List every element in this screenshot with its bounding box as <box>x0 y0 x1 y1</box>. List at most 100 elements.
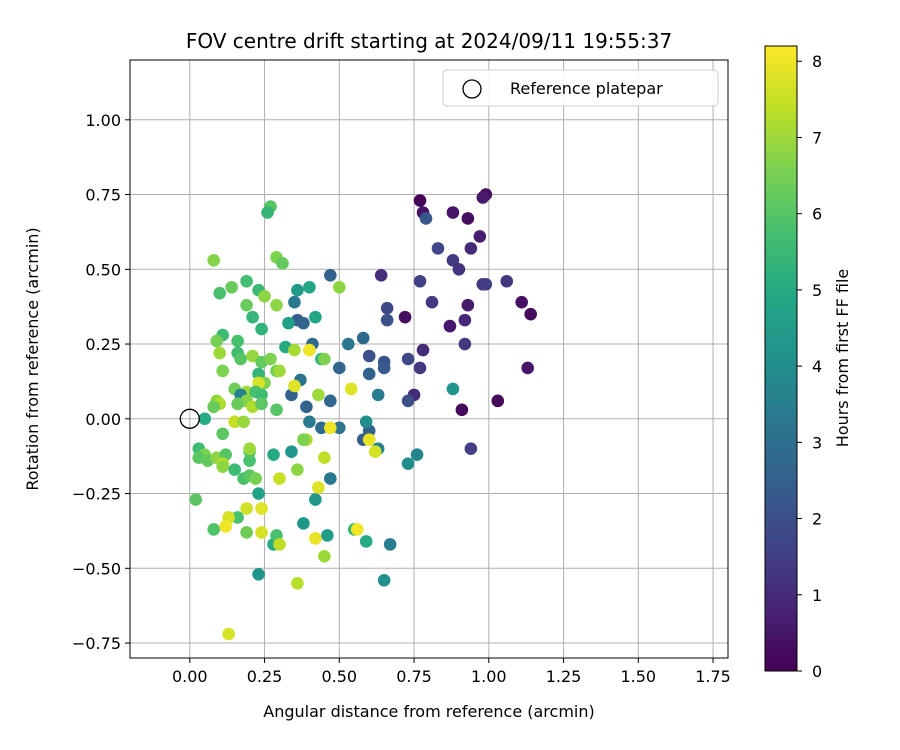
colorbar-tick-label: 3 <box>812 433 822 452</box>
data-point <box>524 307 537 321</box>
data-point <box>273 472 286 485</box>
x-tick-label: 0.00 <box>172 667 208 686</box>
data-point <box>240 274 253 288</box>
data-point <box>234 352 247 366</box>
data-point <box>350 523 364 536</box>
data-point <box>356 331 370 345</box>
data-point <box>443 319 457 333</box>
x-tick-label: 1.75 <box>695 667 731 686</box>
data-point <box>252 367 265 381</box>
colorbar-ticks: 0 1 2 3 4 5 6 7 8 <box>797 52 822 681</box>
data-point <box>318 352 331 366</box>
data-point <box>324 472 337 485</box>
data-point <box>255 502 268 515</box>
data-point <box>246 349 259 363</box>
data-point <box>315 421 328 435</box>
y-tick-label: −0.25 <box>72 485 121 504</box>
data-point <box>464 242 478 255</box>
data-point <box>303 415 316 429</box>
data-point <box>276 257 289 270</box>
data-point <box>291 283 304 297</box>
data-point <box>383 538 397 551</box>
x-axis-ticks: 0.00 0.25 0.50 0.75 1.00 1.25 1.50 1.75 <box>172 658 731 686</box>
data-point <box>246 310 259 324</box>
data-point <box>401 394 415 408</box>
data-point <box>216 460 229 473</box>
data-point <box>303 280 316 294</box>
data-point <box>312 481 325 494</box>
data-point <box>225 280 238 294</box>
data-point <box>413 274 427 288</box>
data-point <box>416 343 430 357</box>
colorbar-tick-label: 8 <box>812 52 822 71</box>
data-point <box>231 511 244 524</box>
data-point <box>273 364 286 378</box>
data-point <box>219 520 232 533</box>
data-point <box>500 274 514 288</box>
data-point <box>309 532 322 545</box>
legend-entry-reference: Reference platepar <box>510 79 663 98</box>
y-tick-label: 0.50 <box>85 260 121 279</box>
data-point <box>207 254 221 267</box>
colorbar-label: Hours from first FF file <box>833 269 852 448</box>
data-point <box>282 316 295 330</box>
data-point <box>461 298 475 312</box>
y-tick-label: 0.00 <box>85 410 121 429</box>
data-point <box>324 421 337 435</box>
data-point <box>300 400 313 414</box>
data-point <box>228 463 241 476</box>
data-point <box>476 191 490 204</box>
data-point <box>270 298 283 312</box>
data-point <box>413 194 427 207</box>
data-point <box>368 445 382 458</box>
data-point <box>479 277 493 291</box>
data-point <box>288 295 301 309</box>
x-tick-label: 1.00 <box>471 667 507 686</box>
data-point <box>309 310 322 324</box>
data-point <box>303 343 316 357</box>
data-point <box>491 394 505 408</box>
x-axis-label: Angular distance from reference (arcmin) <box>263 702 594 721</box>
data-point <box>255 388 268 402</box>
legend-reference-icon <box>462 79 482 99</box>
data-point <box>321 529 334 542</box>
data-point <box>255 397 268 411</box>
chart-title: FOV centre drift starting at 2024/09/11 … <box>186 29 672 53</box>
data-point <box>473 230 487 243</box>
data-point <box>264 352 277 366</box>
x-tick-label: 0.50 <box>321 667 357 686</box>
data-point <box>255 322 268 336</box>
plot-frame <box>129 59 729 659</box>
data-point <box>240 298 253 312</box>
data-point <box>297 433 310 447</box>
data-point <box>312 388 325 402</box>
data-point <box>344 382 358 396</box>
data-point <box>362 433 376 447</box>
data-point <box>216 364 229 378</box>
data-point <box>446 206 460 219</box>
x-tick-label: 1.25 <box>546 667 582 686</box>
data-point <box>297 316 310 330</box>
data-point <box>288 343 301 357</box>
data-point <box>231 397 244 411</box>
x-tick-label: 1.50 <box>620 667 656 686</box>
y-axis-ticks: −0.75 −0.50 −0.25 0.00 0.25 0.50 0.75 1.00 <box>72 111 130 653</box>
data-point <box>431 242 445 255</box>
data-point <box>207 400 221 414</box>
data-point <box>455 403 469 417</box>
data-point <box>309 493 322 506</box>
data-point <box>249 472 262 485</box>
data-point <box>380 301 394 315</box>
data-point <box>458 337 472 351</box>
data-point <box>425 295 439 309</box>
data-point <box>240 526 253 539</box>
data-point <box>333 280 346 294</box>
data-point <box>270 403 283 417</box>
data-point <box>255 526 268 539</box>
data-point <box>258 289 271 303</box>
y-tick-label: 0.75 <box>85 186 121 205</box>
data-point <box>359 415 373 429</box>
data-point <box>237 415 250 429</box>
data-point <box>231 334 244 348</box>
data-point <box>243 442 256 456</box>
